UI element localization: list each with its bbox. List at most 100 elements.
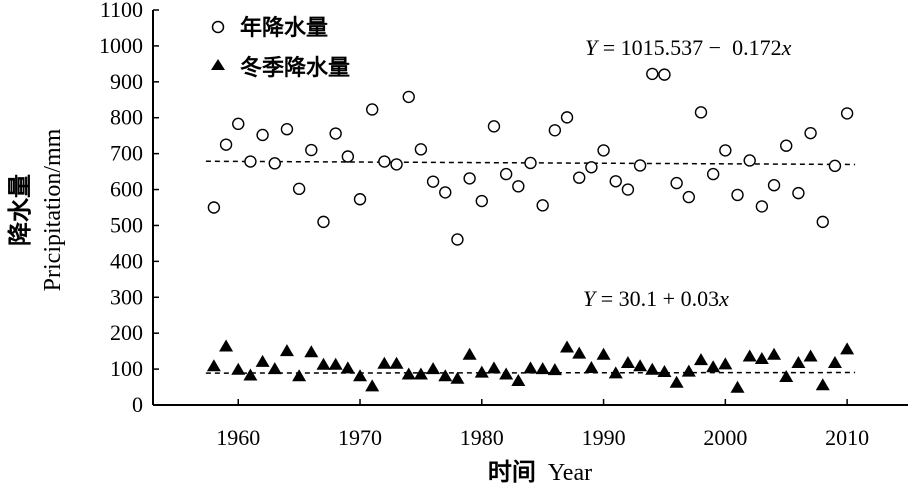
- winter-data-point: [742, 349, 757, 362]
- winter-data-point: [803, 349, 818, 362]
- annual-data-point: [232, 117, 245, 131]
- annual-data-point: [646, 67, 659, 81]
- y-axis-title-cn: 降水量: [6, 174, 34, 246]
- y-tick-label: 400: [110, 248, 143, 273]
- y-tick-label: 100: [110, 356, 143, 381]
- annual-eq-y: Y: [585, 35, 600, 60]
- winter-data-point: [206, 359, 221, 372]
- winter-data-point: [353, 369, 368, 382]
- annual-data-point: [219, 138, 233, 151]
- y-tick-label: 300: [110, 284, 143, 309]
- annual-data-point: [633, 159, 647, 172]
- annual-data-point: [682, 190, 696, 204]
- winter-data-point: [560, 340, 575, 353]
- winter-data-point: [535, 362, 550, 375]
- annual-eq-x: x: [781, 35, 792, 60]
- annual-data-point: [536, 199, 549, 212]
- annual-data-point: [207, 201, 221, 214]
- annual-data-point: [341, 150, 355, 163]
- annual-data-point: [597, 144, 610, 157]
- winter-data-point: [706, 360, 721, 373]
- annual-data-point: [451, 233, 464, 246]
- x-tick-label: 1960: [216, 425, 260, 450]
- annual-data-point: [585, 161, 598, 174]
- winter-data-point: [767, 347, 782, 360]
- y-tick-label: 900: [110, 69, 143, 94]
- winter-data-point: [572, 346, 587, 359]
- legend-triangle-marker: [211, 59, 225, 70]
- winter-data-point: [499, 367, 514, 380]
- winter-data-point: [255, 354, 270, 367]
- annual-data-point: [329, 127, 342, 140]
- annual-data-point: [767, 179, 781, 192]
- annual-data-point: [402, 90, 415, 104]
- winter-data-point: [413, 367, 428, 380]
- x-axis-title-en: Year: [548, 460, 592, 486]
- x-tick-label: 1980: [460, 425, 504, 450]
- winter-data-point: [827, 355, 842, 368]
- winter-data-point: [547, 363, 562, 376]
- winter-data-point: [377, 356, 392, 369]
- annual-data-point: [840, 107, 854, 120]
- winter-data-point: [219, 339, 234, 352]
- annual-data-point: [463, 172, 476, 185]
- legend: 年降水量 冬季降水量: [211, 15, 350, 81]
- annual-data-point: [780, 139, 793, 152]
- winter-data-point: [243, 368, 258, 381]
- x-axis-title: 时间 Year: [488, 458, 592, 486]
- y-tick-label: 800: [110, 105, 143, 130]
- winter-data-point: [279, 344, 294, 357]
- winter-data-point: [669, 375, 684, 388]
- winter-data-point: [791, 355, 806, 368]
- legend-label-annual: 年降水量: [240, 15, 328, 41]
- winter-data-point: [620, 355, 635, 368]
- winter-data-point: [340, 361, 355, 374]
- annual-data-point: [244, 155, 257, 168]
- winter-eq-body: = 30.1 + 0.03: [595, 286, 719, 311]
- legend-label-winter: 冬季降水量: [240, 55, 350, 81]
- annual-data-point: [816, 215, 829, 229]
- annual-data-point: [305, 143, 318, 157]
- annual-data-point: [828, 159, 842, 173]
- series-winter-precipitation: [206, 339, 855, 393]
- winter-data-point: [730, 380, 745, 393]
- annual-data-point: [439, 186, 452, 199]
- annual-data-point: [560, 111, 574, 124]
- annual-data-point: [365, 103, 379, 116]
- annual-data-point: [609, 175, 622, 188]
- winter-data-point: [450, 371, 465, 384]
- winter-data-point: [815, 378, 830, 391]
- winter-data-point: [426, 362, 441, 375]
- annual-data-point: [573, 171, 586, 184]
- annual-data-point: [731, 188, 744, 202]
- winter-data-point: [596, 347, 611, 360]
- winter-data-point: [486, 361, 501, 374]
- winter-data-point: [693, 353, 708, 366]
- annual-data-point: [621, 183, 635, 196]
- y-tick-label: 700: [110, 141, 143, 166]
- annual-data-point: [390, 158, 403, 171]
- winter-eq-y: Y: [583, 286, 598, 311]
- y-axis-title-en-group: Pricipitation/mm: [40, 128, 66, 291]
- annual-data-point: [719, 144, 732, 157]
- winter-data-point: [316, 357, 331, 370]
- winter-data-point: [681, 364, 696, 377]
- annual-data-point: [487, 120, 501, 133]
- winter-data-point: [754, 352, 769, 365]
- winter-data-point: [365, 379, 380, 392]
- y-tick-label: 500: [110, 212, 143, 237]
- y-axis-title-en: Pricipitation/mm: [40, 128, 66, 291]
- annual-eq-body: = 1015.537 − 0.172: [597, 35, 781, 60]
- winter-data-point: [645, 362, 660, 375]
- winter-data-point: [718, 357, 733, 370]
- annual-data-point: [414, 143, 428, 156]
- winter-regression-equation: Y = 30.1 + 0.03x: [583, 286, 729, 311]
- x-tick-label: 2010: [825, 425, 869, 450]
- winter-data-point: [474, 365, 489, 378]
- annual-data-point: [658, 68, 671, 81]
- y-axis-title: 降水量: [6, 174, 34, 246]
- legend-circle-marker: [211, 20, 225, 34]
- x-tick-label: 1970: [338, 425, 382, 450]
- x-tick-label: 2000: [703, 425, 747, 450]
